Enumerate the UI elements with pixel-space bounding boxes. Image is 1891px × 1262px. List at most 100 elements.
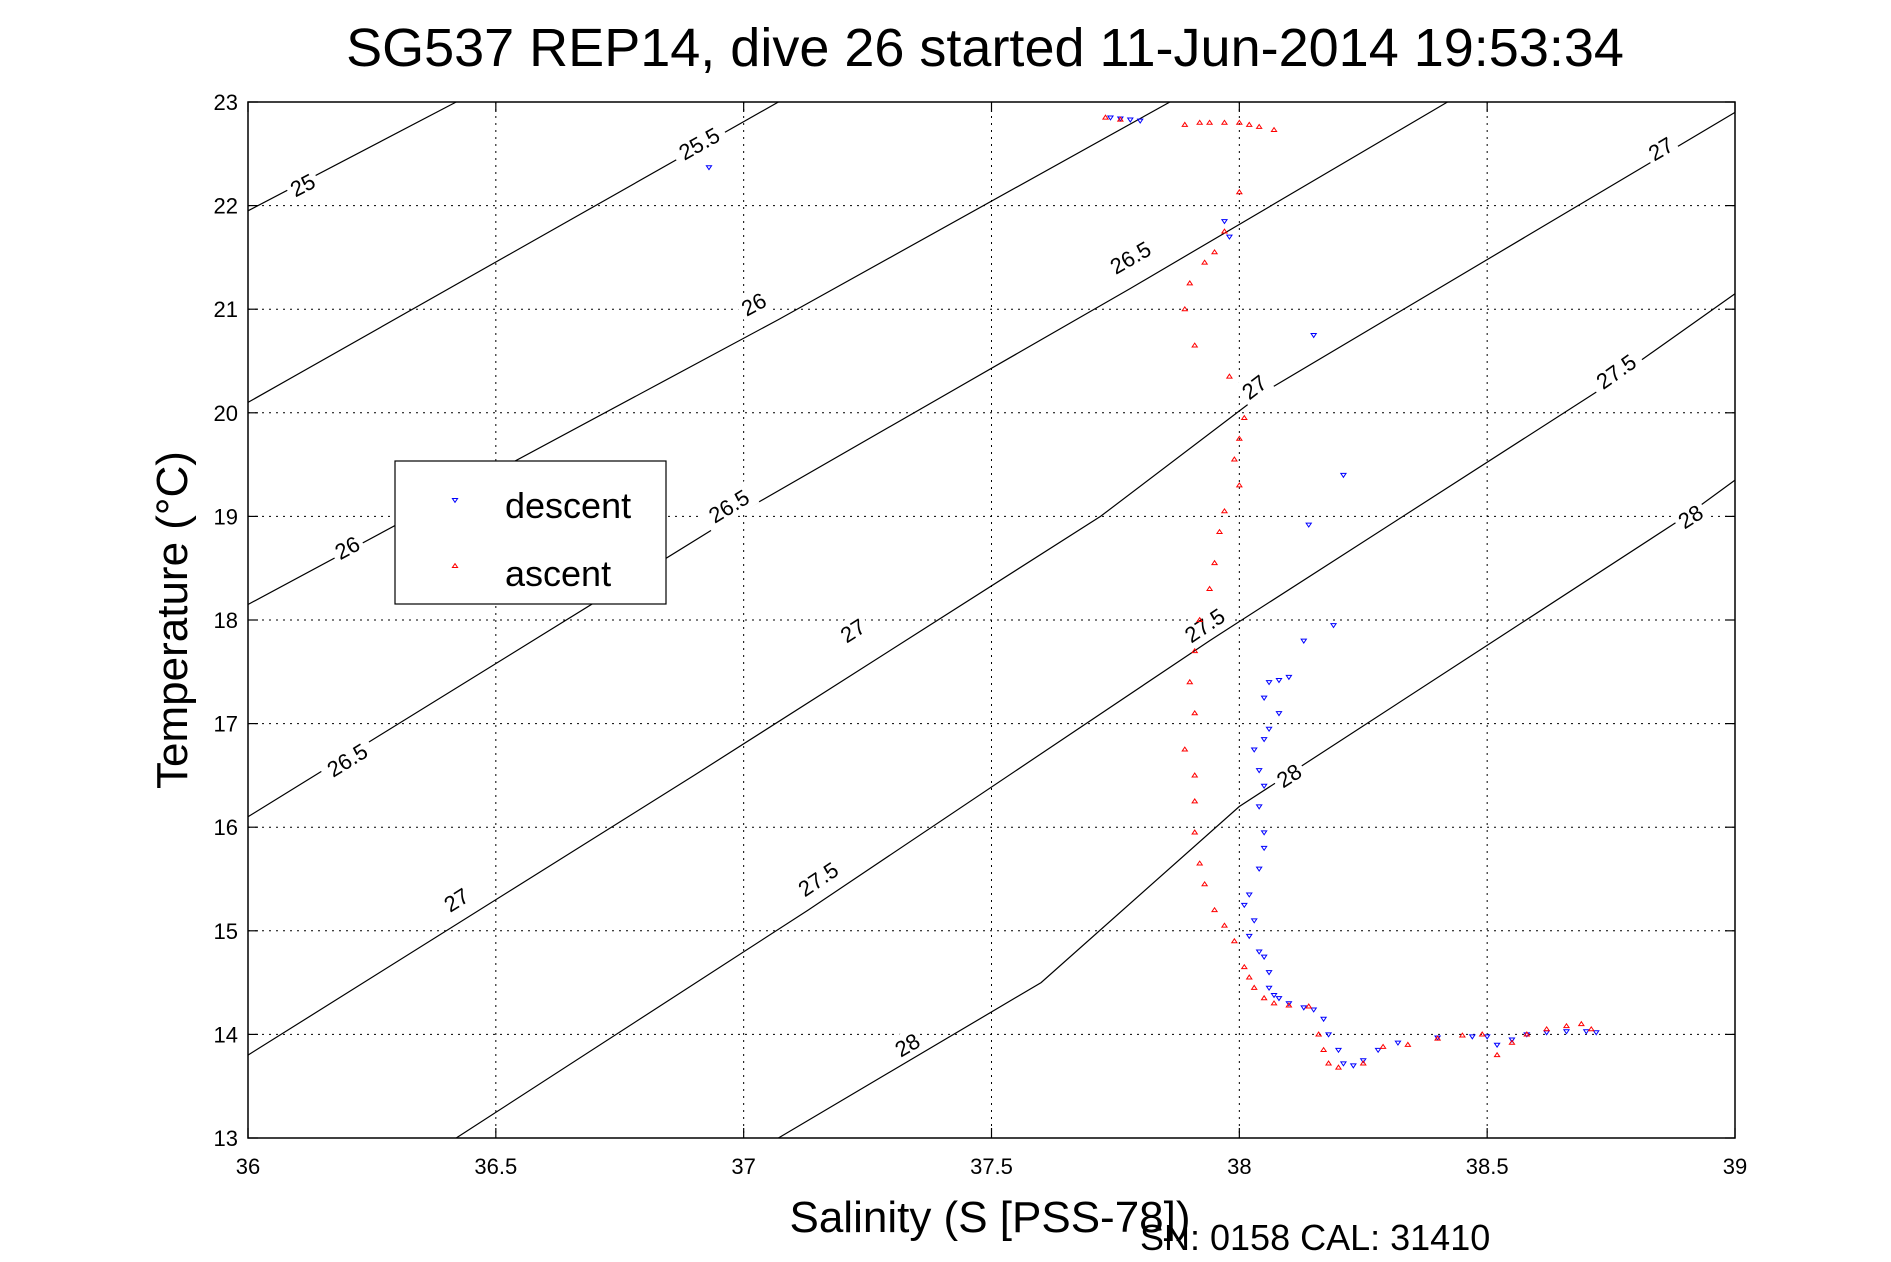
descent-point xyxy=(1325,1032,1333,1038)
y-axis-ticks: 13 14 15 16 17 18 19 20 21 22 23 xyxy=(214,90,1735,1151)
density-contour-line xyxy=(778,479,1736,1139)
descent-point xyxy=(1255,949,1263,955)
x-tick-label: 38 xyxy=(1227,1154,1251,1179)
ascent-point xyxy=(1315,1031,1323,1037)
descent-point xyxy=(1265,970,1273,976)
ascent-point xyxy=(1186,678,1194,685)
descent-point xyxy=(1260,737,1268,743)
contour-label-background xyxy=(698,480,760,532)
ascent-point xyxy=(1196,860,1204,866)
descent-point xyxy=(1255,804,1263,810)
ascent-point xyxy=(1379,1043,1387,1049)
y-axis-label: Temperature (°C) xyxy=(148,451,197,789)
ascent-point xyxy=(1235,188,1243,195)
ascent-point xyxy=(1230,456,1238,462)
legend-marker-ascent xyxy=(451,562,459,569)
ascent-point xyxy=(1305,1003,1313,1009)
contour-label-background xyxy=(1233,366,1275,407)
density-contour-line xyxy=(247,101,457,212)
ascent-point xyxy=(1235,482,1243,488)
ascent-point xyxy=(1320,1046,1328,1052)
descent-point xyxy=(1260,845,1268,852)
ascent-point xyxy=(1230,937,1238,944)
descent-point xyxy=(1562,1029,1571,1035)
descent-point xyxy=(1250,918,1258,924)
contour-label-background xyxy=(316,734,378,786)
contour-label-text: 28 xyxy=(891,1028,925,1062)
ascent-point xyxy=(1220,922,1228,928)
x-tick-label: 38.5 xyxy=(1466,1154,1509,1179)
y-tick-label: 19 xyxy=(214,504,238,529)
chart-title: SG537 REP14, dive 26 started 11-Jun-2014… xyxy=(346,18,1624,78)
descent-point xyxy=(1265,985,1273,992)
ascent-point xyxy=(1225,373,1233,379)
ascent-point xyxy=(1181,305,1189,312)
contour-label-background xyxy=(733,284,774,324)
x-axis-label: Salinity (S [PSS-78]) xyxy=(789,1193,1190,1242)
descent-point xyxy=(1270,992,1278,999)
ascent-point xyxy=(1211,906,1219,913)
density-contour-line xyxy=(247,101,1448,818)
descent-point xyxy=(705,165,713,171)
density-contour-label: 25 xyxy=(282,165,323,204)
ascent-point xyxy=(1562,1022,1571,1029)
y-tick-label: 15 xyxy=(214,919,238,944)
ascent-point xyxy=(1325,1060,1333,1066)
descent-point xyxy=(1260,783,1268,790)
descent-point xyxy=(1126,117,1134,123)
descent-point xyxy=(1305,522,1313,528)
ascent-point xyxy=(1181,746,1189,752)
descent-point xyxy=(1275,711,1283,717)
contour-label-background xyxy=(1585,344,1647,399)
descent-point xyxy=(1508,1037,1516,1043)
ascent-point xyxy=(1587,1025,1595,1032)
density-contour-label: 26.5 xyxy=(1099,232,1162,283)
ascent-point xyxy=(1245,121,1253,127)
contour-label-background xyxy=(668,118,730,169)
density-contour-label: 26.5 xyxy=(698,480,760,532)
density-contour-label: 27.5 xyxy=(1585,344,1647,399)
x-tick-label: 37.5 xyxy=(970,1154,1013,1179)
ascent-point xyxy=(1523,1031,1531,1037)
descent-point xyxy=(1349,1063,1357,1069)
descent-point xyxy=(1265,726,1273,733)
contour-label-background xyxy=(1268,755,1310,796)
descent-point xyxy=(1394,1040,1402,1046)
descent-point xyxy=(1493,1042,1501,1049)
ascent-point xyxy=(1245,974,1253,980)
legend-label-ascent: ascent xyxy=(505,553,611,594)
x-tick-label: 39 xyxy=(1723,1154,1747,1179)
density-contour-label: 26.5 xyxy=(316,734,378,786)
ascent-point xyxy=(1235,119,1243,125)
density-contour-label: 27 xyxy=(435,880,477,920)
density-contour-label: 27 xyxy=(1640,129,1682,168)
ascent-point xyxy=(1211,559,1219,566)
y-tick-label: 22 xyxy=(214,194,238,219)
ascent-point xyxy=(1215,528,1224,534)
data-points xyxy=(705,114,1600,1070)
contour-label-background xyxy=(832,610,874,650)
descent-point xyxy=(1310,333,1318,339)
ascent-point xyxy=(1220,228,1228,234)
legend-label-descent: descent xyxy=(505,485,631,526)
descent-point xyxy=(1334,1047,1343,1054)
contour-label-text: 27 xyxy=(1237,370,1272,405)
contour-label-background xyxy=(326,528,368,567)
ascent-point xyxy=(1191,342,1199,348)
descent-point xyxy=(1260,954,1268,960)
ascent-point xyxy=(1191,829,1199,835)
density-contour-line xyxy=(247,101,1171,606)
descent-point xyxy=(1285,674,1293,681)
descent-point xyxy=(1240,902,1248,909)
density-contour-label: 27 xyxy=(832,610,874,650)
ascent-point xyxy=(1220,507,1228,514)
x-tick-label: 36 xyxy=(236,1154,260,1179)
ascent-point xyxy=(1543,1025,1551,1032)
ascent-point xyxy=(1191,798,1199,804)
ascent-point xyxy=(1186,280,1194,286)
contour-label-text: 28 xyxy=(1674,500,1708,534)
ascent-point xyxy=(1211,248,1219,255)
descent-point xyxy=(1245,933,1253,940)
descent-point xyxy=(1320,1016,1328,1023)
